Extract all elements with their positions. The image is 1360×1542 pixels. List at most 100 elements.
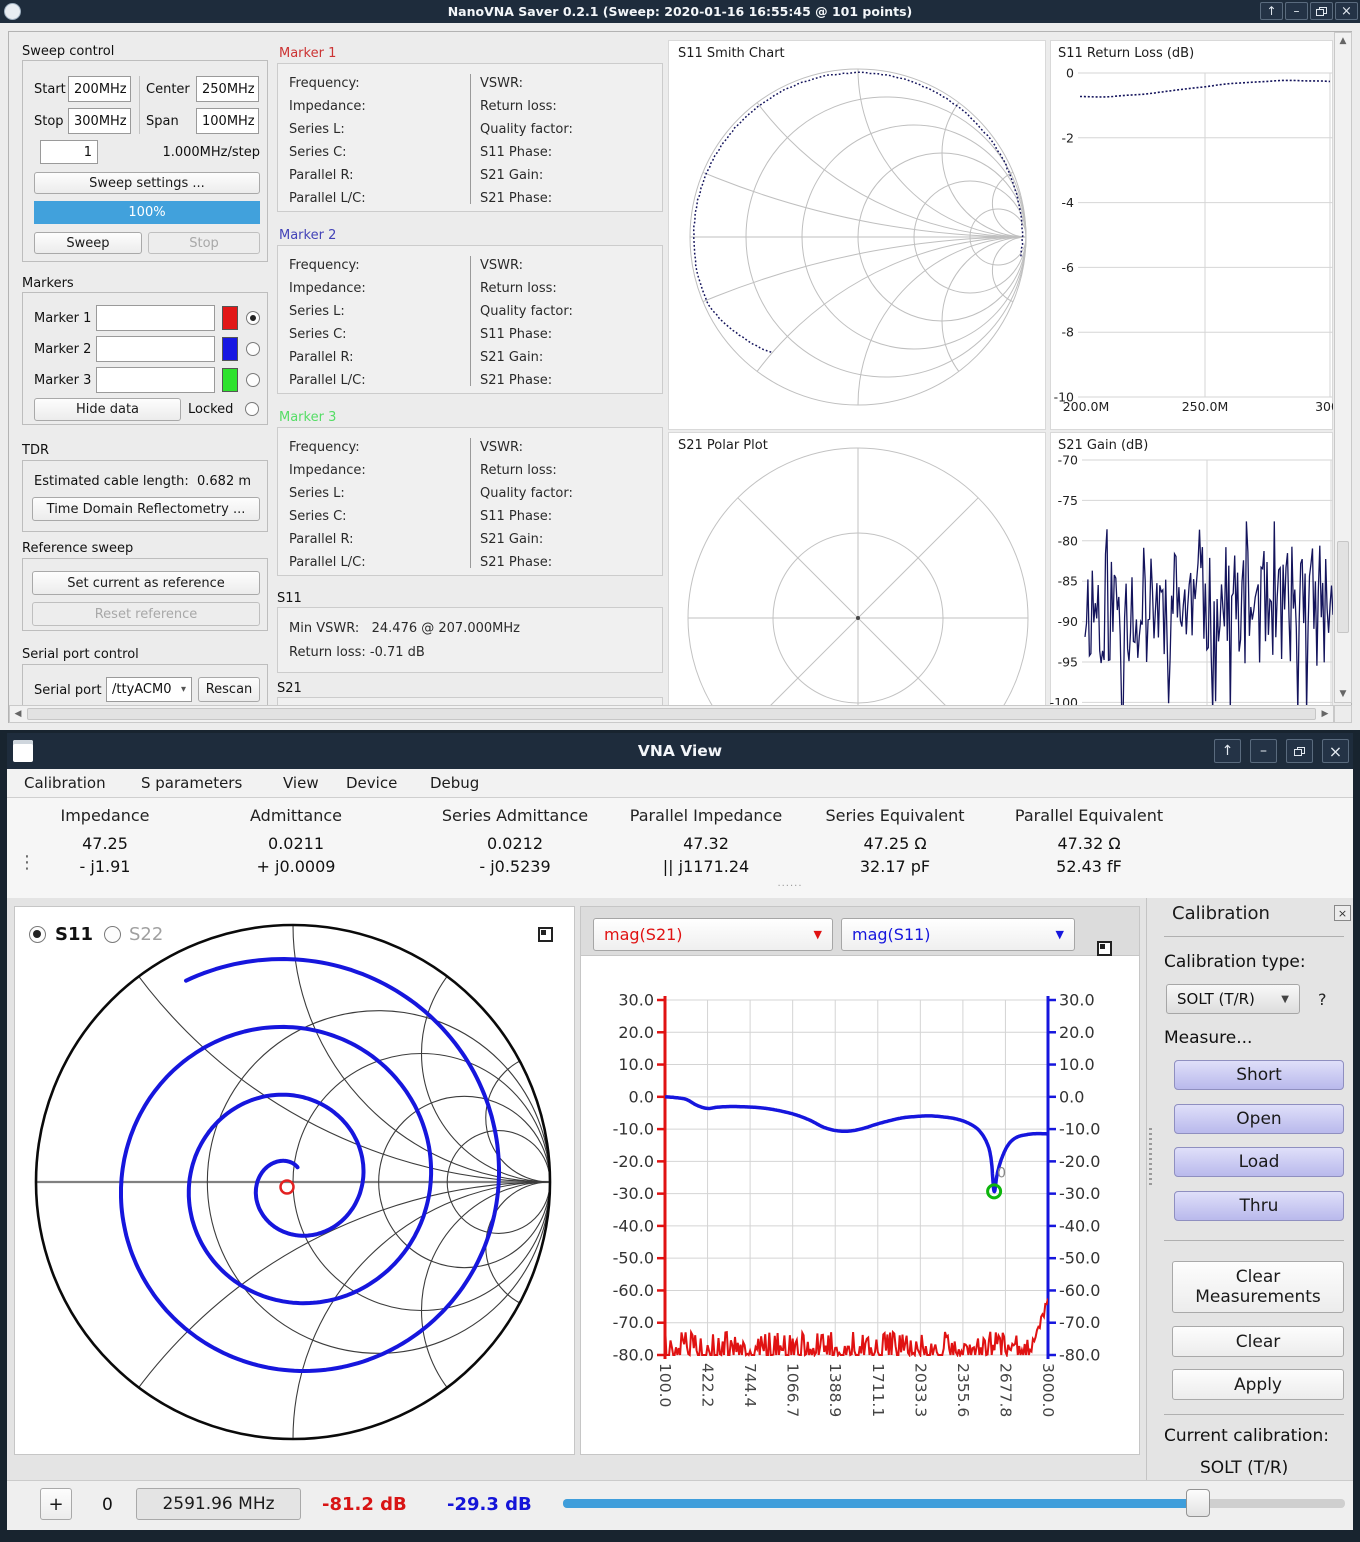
span-input[interactable]: 100MHz [196, 108, 259, 134]
stop-input[interactable]: 300MHz [68, 108, 131, 134]
scroll-up-icon[interactable]: ▲ [1339, 36, 1347, 46]
svg-text:1066.7: 1066.7 [784, 1363, 802, 1417]
frequency-slider-handle[interactable] [1185, 1489, 1210, 1517]
readout-resize-dots[interactable]: ...... [777, 878, 803, 889]
svg-text:-60.0: -60.0 [1059, 1281, 1100, 1300]
plot-maximize-icon[interactable] [1097, 941, 1112, 956]
nanovna-window-title: NanoVNA Saver 0.2.1 (Sweep: 2020-01-16 1… [447, 4, 913, 19]
menu-view[interactable]: View [283, 774, 319, 792]
locked-radio[interactable] [245, 402, 259, 416]
marker-frequency-button[interactable]: 2591.96 MHz [136, 1488, 301, 1520]
set-reference-button[interactable]: Set current as reference [32, 571, 260, 595]
marker-3-input[interactable] [96, 367, 215, 393]
field-label: Impedance: [289, 463, 366, 478]
serial-port-combo[interactable]: /ttyACM0 ▾ [106, 677, 192, 702]
scroll-right-icon[interactable]: ▶ [1321, 709, 1329, 719]
rescan-button[interactable]: Rescan [198, 677, 260, 702]
svg-text:-8: -8 [1062, 325, 1075, 340]
svg-text:-50.0: -50.0 [1059, 1249, 1100, 1268]
readout-value1-5: 47.32 Ω [1057, 834, 1121, 853]
clear-measurements-button[interactable]: Clear Measurements [1172, 1261, 1344, 1313]
polar-plot-title: S21 Polar Plot [678, 438, 768, 453]
measure-short-button[interactable]: Short [1174, 1060, 1344, 1090]
nanovna-minimize-button[interactable]: – [1285, 2, 1308, 20]
start-label: Start [34, 82, 66, 97]
vnaview-restore-button[interactable] [1286, 739, 1313, 763]
calibration-type-combo[interactable]: SOLT (T/R) ▼ [1166, 984, 1300, 1014]
svg-text:-95: -95 [1058, 655, 1078, 670]
sweep-button[interactable]: Sweep [34, 232, 142, 254]
scroll-left-icon[interactable]: ◀ [14, 709, 22, 719]
restore-icon [1294, 746, 1305, 756]
segments-input[interactable]: 1 [40, 140, 98, 164]
measure-thru-button[interactable]: Thru [1174, 1191, 1344, 1221]
start-input[interactable]: 200MHz [68, 76, 131, 102]
vnaview-minimize-button[interactable]: – [1250, 739, 1277, 763]
horizontal-scrollbar[interactable]: ◀ ▶ [9, 705, 1334, 723]
svg-text:0: 0 [997, 1165, 1006, 1181]
s22-radio-label[interactable]: S22 [129, 924, 164, 945]
marker-1-radio[interactable] [246, 311, 260, 325]
reset-reference-button[interactable]: Reset reference [32, 602, 260, 626]
clear-button[interactable]: Clear [1172, 1326, 1344, 1357]
s11-radio[interactable] [29, 926, 46, 943]
s22-radio[interactable] [104, 926, 121, 943]
marker-2-input[interactable] [96, 336, 215, 362]
calibration-help[interactable]: ? [1318, 990, 1327, 1009]
center-input[interactable]: 250MHz [196, 76, 259, 102]
trace2-dropdown[interactable]: mag(S11) ▼ [841, 918, 1075, 951]
s21-polar-plot [687, 447, 1029, 723]
svg-text:-80: -80 [1058, 533, 1078, 548]
vertical-scrollbar[interactable]: ▲ ▼ [1334, 32, 1352, 703]
marker-3-radio[interactable] [246, 373, 260, 387]
marker-2-radio[interactable] [246, 342, 260, 356]
vnaview-menubar [7, 769, 1353, 798]
nanovna-restore-button[interactable] [1310, 2, 1333, 20]
measure-load-button[interactable]: Load [1174, 1147, 1344, 1177]
svg-text:-75: -75 [1058, 493, 1078, 508]
field-label: S11 Phase: [480, 509, 553, 524]
smith-maximize-icon[interactable] [538, 927, 553, 942]
readout-drag-handle[interactable]: ⋮ [18, 852, 36, 873]
vnaview-close-button[interactable]: × [1322, 739, 1349, 763]
field-label: S11 Phase: [480, 327, 553, 342]
sweep-settings-button[interactable]: Sweep settings ... [34, 172, 260, 194]
add-marker-button[interactable]: + [40, 1488, 72, 1520]
svg-text:250.0M: 250.0M [1182, 399, 1229, 414]
stop-button[interactable]: Stop [148, 232, 260, 254]
menu-s-parameters[interactable]: S parameters [141, 774, 243, 792]
scroll-down-icon[interactable]: ▼ [1339, 689, 1347, 699]
hide-data-button[interactable]: Hide data [34, 398, 181, 421]
tdr-button[interactable]: Time Domain Reflectometry ... [32, 497, 260, 521]
field-label: Impedance: [289, 99, 366, 114]
field-label: S21 Gain: [480, 350, 544, 365]
nanovna-close-button[interactable]: × [1335, 2, 1358, 20]
horizontal-scroll-thumb[interactable] [27, 708, 1316, 720]
field-label: Series L: [289, 122, 345, 137]
markers-group [22, 292, 268, 425]
chevron-down-icon: ▼ [813, 928, 822, 941]
svg-text:-70.0: -70.0 [613, 1313, 654, 1332]
vnaview-shade-button[interactable]: ↑ [1214, 739, 1241, 763]
menu-calibration[interactable]: Calibration [24, 774, 106, 792]
vertical-scroll-thumb[interactable] [1337, 541, 1349, 633]
measure-open-button[interactable]: Open [1174, 1104, 1344, 1134]
nanovna-shade-button[interactable]: ↑ [1260, 2, 1283, 20]
trace1-dropdown[interactable]: mag(S21) ▼ [593, 918, 833, 951]
field-label: Parallel L/C: [289, 191, 366, 206]
cable-length-value: 0.682 m [197, 474, 252, 489]
field-label: Parallel R: [289, 168, 354, 183]
marker-1-input[interactable] [96, 305, 215, 331]
frequency-slider-track[interactable] [563, 1499, 1345, 1508]
readout-value1-4: 47.25 Ω [863, 834, 927, 853]
detail-divider [470, 256, 471, 386]
apply-button[interactable]: Apply [1172, 1369, 1344, 1400]
dock-drag-handle[interactable] [1149, 1128, 1152, 1188]
menu-device[interactable]: Device [346, 774, 398, 792]
menu-debug[interactable]: Debug [430, 774, 480, 792]
vnaview-app-icon [13, 740, 33, 762]
readout-header-2: Series Admittance [441, 806, 589, 825]
dock-close-icon[interactable]: × [1334, 905, 1351, 921]
s11-radio-label[interactable]: S11 [55, 924, 94, 945]
